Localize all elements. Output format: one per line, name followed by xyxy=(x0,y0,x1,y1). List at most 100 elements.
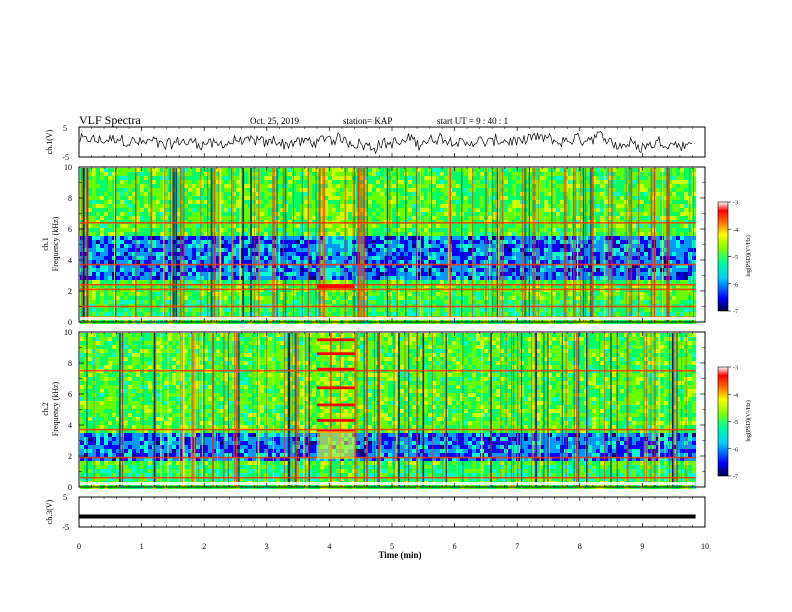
spectrogram-cell xyxy=(332,312,336,316)
spectrogram-cell xyxy=(396,292,400,296)
spectrogram-cell xyxy=(336,208,340,212)
spectrogram-cell xyxy=(396,232,400,236)
spectrogram-cell xyxy=(92,224,96,228)
spectrogram-cell xyxy=(436,312,440,316)
spectrogram-cell xyxy=(472,204,476,208)
spectrogram-cell xyxy=(480,224,484,228)
spectrogram-cell xyxy=(144,248,148,252)
spectrogram-cell xyxy=(372,308,376,312)
spectrogram-cell xyxy=(352,212,356,216)
spectrogram-cell xyxy=(352,252,356,256)
spectrogram-cell xyxy=(444,272,448,276)
spectrogram-cell xyxy=(372,292,376,296)
spectrogram-cell xyxy=(264,252,268,256)
spectrogram-cell xyxy=(100,296,104,300)
spectrogram-cell xyxy=(268,228,272,232)
spectrogram-cell xyxy=(428,260,432,264)
spectrogram-cell xyxy=(296,196,300,200)
spectrogram-cell xyxy=(452,292,456,296)
spectrogram-cell xyxy=(276,216,280,220)
spectrogram-cell xyxy=(116,232,120,236)
spectrogram-cell xyxy=(88,300,92,304)
spectrogram-cell xyxy=(92,312,96,316)
spectrogram-cell xyxy=(556,244,560,248)
spectrogram-cell xyxy=(552,236,556,240)
spectrogram-cell xyxy=(468,184,472,188)
spectrogram-cell xyxy=(568,232,572,236)
spectrogram-cell xyxy=(316,300,320,304)
spectrogram-cell xyxy=(512,296,516,300)
spectrogram-cell xyxy=(452,252,456,256)
spectrogram-cell xyxy=(328,204,332,208)
spectrogram-cell xyxy=(164,284,168,288)
spectrogram-cell xyxy=(504,168,508,172)
spectrogram-cell xyxy=(328,308,332,312)
spectrogram-cell xyxy=(468,192,472,196)
spectrogram-cell xyxy=(412,212,416,216)
spectrogram-cell xyxy=(504,244,508,248)
spectrogram-cell xyxy=(224,240,228,244)
spectrogram-cell xyxy=(132,276,136,280)
spectrogram-cell xyxy=(388,240,392,244)
spectrogram-cell xyxy=(420,300,424,304)
spectrogram-cell xyxy=(396,284,400,288)
spectrogram-cell xyxy=(124,300,128,304)
spectrogram-cell xyxy=(508,236,512,240)
spectrogram-cell xyxy=(132,204,136,208)
spectrogram-cell xyxy=(184,296,188,300)
spectrogram-cell xyxy=(228,264,232,268)
spectrogram-cell xyxy=(364,184,368,188)
spectrogram-cell xyxy=(388,284,392,288)
spectrogram-cell xyxy=(112,280,116,284)
spectrogram-cell xyxy=(412,256,416,260)
spectrogram-cell xyxy=(328,224,332,228)
spectrogram-cell xyxy=(168,280,172,284)
spectrogram-cell xyxy=(132,224,136,228)
spectrogram-cell xyxy=(152,180,156,184)
spectrogram-cell xyxy=(224,252,228,256)
spectrogram-cell xyxy=(228,216,232,220)
spectrogram-cell xyxy=(100,268,104,272)
spectrogram-cell xyxy=(336,312,340,316)
spectrogram-cell xyxy=(312,292,316,296)
spectrogram-cell xyxy=(396,268,400,272)
spectrogram-cell xyxy=(224,232,228,236)
spectrogram-cell xyxy=(88,264,92,268)
spectrogram-cell xyxy=(368,192,372,196)
spectrogram-cell xyxy=(412,196,416,200)
spectrogram-cell xyxy=(188,208,192,212)
spectrogram-cell xyxy=(508,292,512,296)
spectrogram-cell xyxy=(220,236,224,240)
spectrogram-cell xyxy=(372,272,376,276)
spectrogram-cell xyxy=(420,256,424,260)
spectrogram-cell xyxy=(336,188,340,192)
spectrogram-cell xyxy=(516,168,520,172)
spectrogram-cell xyxy=(452,208,456,212)
spectrogram-cell xyxy=(580,296,584,300)
spectrogram-cell xyxy=(552,216,556,220)
spectrogram-cell xyxy=(568,300,572,304)
spectrogram-cell xyxy=(112,260,116,264)
spectrogram-cell xyxy=(340,240,344,244)
spectrogram-cell xyxy=(552,264,556,268)
spectrogram-cell xyxy=(424,292,428,296)
spectrogram-cell xyxy=(536,232,540,236)
spectrogram-cell xyxy=(132,192,136,196)
spectrogram-cell xyxy=(280,180,284,184)
spectrogram-cell xyxy=(276,204,280,208)
spectrogram-cell xyxy=(476,292,480,296)
spectrogram-cell xyxy=(104,232,108,236)
spectrogram-cell xyxy=(184,240,188,244)
spectrogram-cell xyxy=(412,272,416,276)
spectrogram-cell xyxy=(268,256,272,260)
spectrogram-cell xyxy=(208,276,212,280)
spectrogram-cell xyxy=(360,280,364,284)
spectrogram-cell xyxy=(264,256,268,260)
spectrogram-cell xyxy=(336,252,340,256)
spectrogram-cell xyxy=(428,204,432,208)
spectrogram-cell xyxy=(492,292,496,296)
spectrogram-cell xyxy=(516,284,520,288)
spectrogram-cell xyxy=(420,172,424,176)
spectrogram-cell xyxy=(388,312,392,316)
spectrogram-cell xyxy=(184,176,188,180)
